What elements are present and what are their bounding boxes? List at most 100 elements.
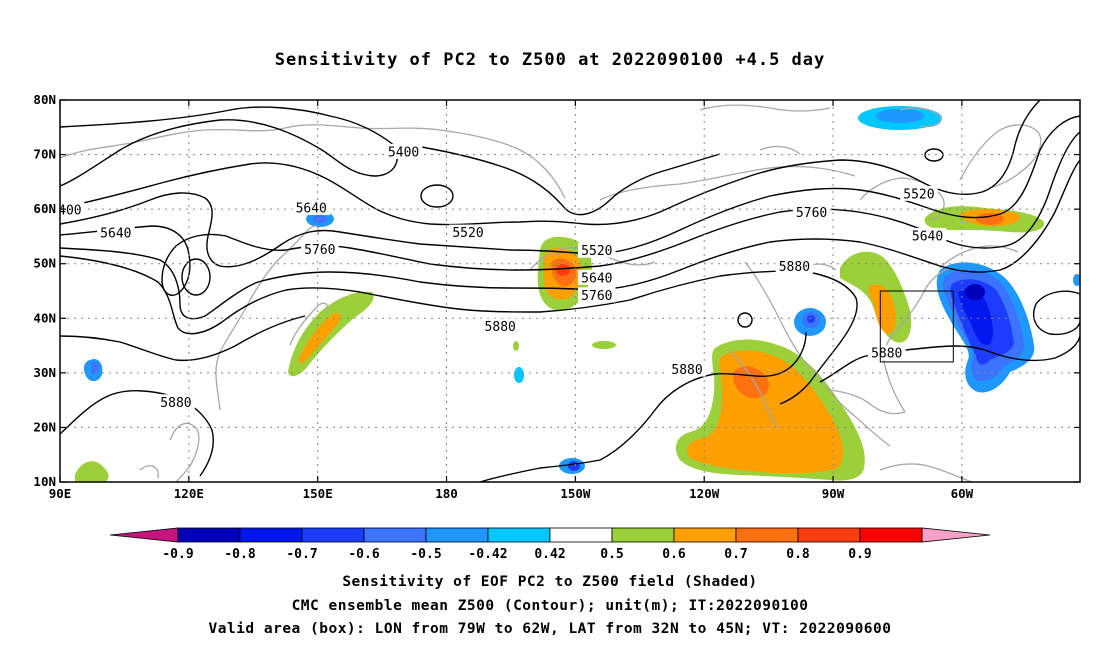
plot-title: Sensitivity of PC2 to Z500 at 2022090100… [274, 50, 826, 70]
contour-low [181, 258, 211, 296]
shade-patch [513, 341, 519, 351]
coast-line [215, 225, 320, 411]
shade-patch [829, 407, 837, 417]
lat-tick-label: 40N [33, 310, 56, 325]
colorbar-label: 0.7 [724, 547, 747, 562]
lat-tick-label: 50N [33, 256, 56, 271]
coast-line [729, 349, 779, 429]
colorbar-swatch [735, 527, 799, 543]
contour-label: 5760 [304, 243, 335, 258]
lon-tick-label: 120E [174, 486, 204, 501]
lon-tick-label: 180 [435, 486, 458, 501]
grid-lines [60, 100, 1080, 482]
contour-5880 [60, 255, 858, 405]
coast-line [759, 145, 801, 155]
coast-line [879, 463, 973, 482]
colorbar-swatch [797, 527, 861, 543]
contour-label: 5520 [581, 244, 612, 259]
coast-line [169, 422, 200, 482]
contour-closed [420, 184, 454, 208]
shade-patch [958, 289, 993, 345]
contour-label-bg [578, 242, 616, 258]
contour-label-bg [900, 185, 938, 201]
contour-label-bg [867, 345, 906, 361]
colorbar-swatch [487, 527, 551, 543]
caption-line-3: Valid area (box): LON from 79W to 62W, L… [208, 621, 892, 637]
contour-label: 5640 [581, 271, 612, 286]
colorbar-label: -0.9 [162, 547, 193, 562]
contour-label-bg [384, 143, 423, 159]
colorbar-label: 0.5 [600, 547, 623, 562]
shade-patch [91, 361, 99, 375]
shade-patch [686, 350, 844, 474]
colorbar-high-triangle [921, 527, 991, 543]
colorbar-label: 0.6 [662, 547, 686, 562]
colorbar-swatch [611, 527, 675, 543]
contour-label: 5520 [452, 226, 483, 241]
lon-tick-label: 60W [951, 486, 974, 501]
contour-high [737, 312, 753, 328]
colorbar-label: -0.8 [224, 547, 255, 562]
shade-patch [592, 341, 616, 349]
colorbar-label: -0.6 [348, 547, 379, 562]
contour-label-bg [908, 227, 947, 243]
contour-label-bg [668, 361, 706, 377]
coast-line [699, 104, 831, 112]
lat-tick-label: 30N [33, 365, 56, 380]
contour-label-bg [792, 204, 831, 220]
contour-label: 5880 [160, 396, 191, 411]
contour-label: 5880 [671, 363, 702, 378]
contour-label-bg [157, 394, 195, 410]
lon-tick-label: 150E [303, 486, 333, 501]
colorbar-label: -0.5 [410, 547, 441, 562]
shade-patch [298, 312, 341, 364]
sensitivity-shading [75, 106, 1080, 482]
z500-contours [60, 100, 1080, 482]
shade-patch [965, 284, 985, 300]
shade-patch [75, 461, 109, 482]
shade-patch [313, 215, 327, 223]
contour-label: 5520 [903, 187, 934, 202]
contour-label-bg [292, 200, 331, 216]
contour-label-bg [481, 318, 520, 334]
colorbar-swatch [859, 527, 923, 543]
contour-5520 [60, 100, 1041, 226]
contour-label: 5400 [388, 145, 419, 160]
colorbar-swatch [549, 527, 613, 543]
contour-label: 5640 [912, 229, 943, 244]
contour-5880-b [60, 315, 306, 362]
shade-patch [568, 461, 580, 471]
colorbar-label: 0.42 [534, 547, 565, 562]
coast-line [599, 165, 856, 201]
shade-patch [976, 213, 1004, 225]
contour-label: 5640 [296, 202, 327, 217]
contour-label: 5760 [796, 206, 827, 221]
map-frame [59, 99, 1081, 483]
shade-patch [556, 264, 570, 276]
contour-5640 [60, 115, 1080, 268]
contour-5880-e [819, 335, 1080, 383]
coast-line [744, 261, 891, 447]
axis-ticks [59, 99, 1080, 483]
colorbar-low-triangle [109, 527, 179, 543]
caption-line-1: Sensitivity of EOF PC2 to Z500 field (Sh… [342, 574, 758, 590]
coast-line [883, 267, 951, 413]
valid-area-box [879, 290, 954, 363]
lat-tick-label: 80N [33, 92, 56, 107]
contour-5880-d [479, 331, 807, 482]
colorbar-swatch [363, 527, 427, 543]
colorbar-swatch [673, 527, 737, 543]
coast-line [139, 465, 159, 479]
contour-label: 5640 [100, 227, 131, 242]
lon-tick-label: 90E [49, 486, 72, 501]
contour-label-bg [60, 202, 85, 218]
contour-labels: 5400 400 5640 5640 5760 5520 5520 5640 5760 5880 5… [60, 143, 947, 411]
colorbar: -0.9 -0.8 -0.7 -0.6 -0.5 -0.42 0.42 0.5 0.6 0.7 0.… [109, 527, 991, 562]
contour-label-bg [97, 225, 135, 241]
lon-tick-label: 90W [822, 486, 845, 501]
contour-label-bg [301, 241, 339, 257]
contour-label: 5880 [485, 320, 516, 335]
lat-tick-label: 70N [33, 147, 56, 162]
lat-tick-label: 20N [33, 419, 56, 434]
